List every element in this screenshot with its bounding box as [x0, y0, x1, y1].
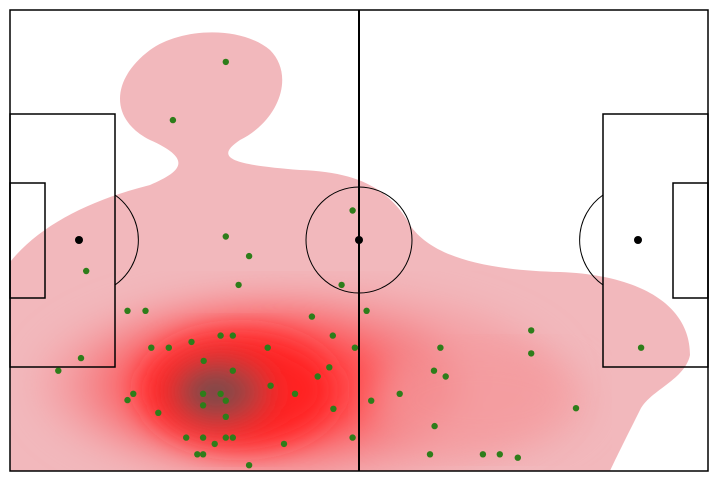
touch-point — [211, 440, 218, 448]
touch-point — [330, 405, 337, 412]
touch-point — [363, 307, 370, 314]
touch-point — [183, 434, 190, 441]
touch-point — [199, 402, 207, 409]
touch-point — [148, 344, 155, 351]
touch-point — [338, 281, 345, 289]
touch-point — [77, 354, 85, 362]
touch-point — [199, 390, 207, 397]
touch-point — [124, 396, 131, 404]
touch-point — [142, 307, 149, 314]
right-six-yard-box — [672, 182, 709, 299]
touch-point — [267, 382, 274, 389]
touch-point — [291, 390, 299, 397]
touch-point — [264, 344, 271, 351]
touch-point — [280, 440, 288, 448]
touch-point — [430, 367, 438, 374]
touch-point — [349, 434, 356, 441]
touch-point — [217, 332, 224, 339]
touch-point — [329, 332, 336, 339]
touch-point — [199, 434, 207, 441]
touch-point — [528, 327, 535, 334]
touch-point — [222, 397, 229, 404]
touch-point — [222, 58, 229, 66]
left-penalty-arc — [114, 194, 139, 286]
right-penalty-arc — [579, 194, 604, 286]
touch-point — [349, 207, 356, 214]
pitch-spots — [75, 236, 642, 244]
touch-point — [572, 405, 580, 412]
touch-point — [637, 344, 645, 351]
touch-point — [222, 434, 229, 441]
touch-point — [169, 116, 177, 124]
touch-point — [426, 451, 434, 458]
left-six-yard-box — [9, 182, 46, 299]
touch-point — [431, 422, 438, 430]
touch-point — [245, 252, 253, 260]
touch-point — [188, 338, 195, 346]
touch-point — [130, 390, 137, 397]
touch-point — [217, 390, 224, 397]
density-layer — [10, 32, 690, 471]
touch-point — [200, 357, 207, 365]
touch-point — [442, 373, 449, 380]
touch-point — [496, 451, 503, 458]
touch-point — [165, 344, 172, 351]
touch-point — [194, 451, 201, 458]
touch-point — [368, 397, 375, 404]
touch-point — [479, 451, 487, 458]
centre-circle — [305, 186, 413, 294]
pitch-lines — [9, 9, 709, 472]
touch-point — [229, 332, 236, 339]
touch-point — [222, 233, 229, 240]
touch-point — [528, 350, 535, 357]
touch-point — [222, 413, 229, 420]
touch-point — [229, 434, 236, 441]
touch-point — [83, 267, 90, 275]
touch-point — [326, 364, 333, 371]
touch-point — [351, 344, 359, 351]
touch-point — [155, 409, 162, 416]
touch-point — [235, 281, 242, 289]
left-penalty-spot — [75, 236, 83, 244]
density-band-right — [370, 345, 590, 455]
touch-point — [245, 462, 253, 469]
density-core — [185, 370, 245, 414]
centre-spot — [355, 236, 363, 244]
touch-point — [124, 307, 131, 314]
touch-point — [514, 454, 521, 461]
touch-point — [437, 344, 444, 351]
touch-point — [396, 390, 403, 397]
right-penalty-spot — [634, 236, 642, 244]
touch-point — [55, 367, 62, 374]
touch-point — [308, 313, 316, 320]
touch-point — [199, 451, 207, 458]
touch-point — [314, 373, 321, 380]
touch-point — [229, 367, 236, 374]
touch-points — [55, 58, 645, 469]
